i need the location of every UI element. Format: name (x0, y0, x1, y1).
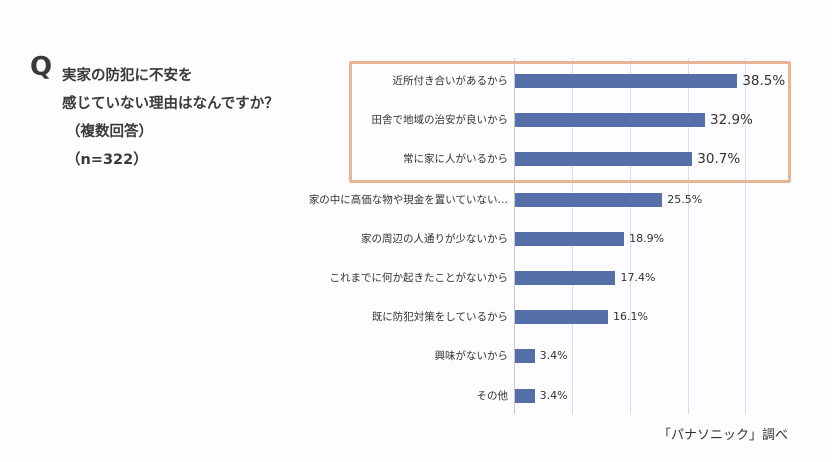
bar (515, 74, 738, 88)
source-note: 「パナソニック」調べ (658, 428, 789, 443)
category-label: 田舎で地域の治安が良いから (371, 114, 509, 126)
value-label: 32.9% (709, 112, 753, 128)
bar-row: これまでに何か起きたことがないから 17.4% (0, 268, 832, 288)
value-label: 17.4% (620, 271, 656, 284)
category-label: 家の周辺の人通りが少ないから (361, 233, 508, 245)
value-label: 3.4% (539, 389, 568, 402)
question-line-2: 感じていない理由はなんですか？ (62, 96, 279, 112)
bar (515, 113, 705, 127)
category-label: その他 (476, 390, 509, 402)
bar (515, 310, 608, 324)
question-note: （複数回答） (66, 124, 153, 140)
category-label: 既に防犯対策をしているから (371, 311, 508, 323)
bar (515, 349, 535, 363)
question-line-1: 実家の防犯に不安を (62, 68, 193, 84)
question-mark: Q (30, 52, 53, 82)
bar-row: その他 3.4% (0, 386, 832, 406)
gridline-20 (630, 58, 631, 414)
bar-row: 家の周辺の人通りが少ないから 18.9% (0, 229, 832, 249)
value-label: 30.7% (697, 151, 741, 167)
bar-row: 常に家に人がいるから 30.7% (0, 149, 832, 169)
bar-row: 既に防犯対策をしているから 16.1% (0, 307, 832, 327)
category-label: 常に家に人がいるから (403, 153, 508, 165)
category-label: これまでに何か起きたことがないから (329, 272, 509, 284)
category-label: 興味がないから (434, 350, 509, 362)
bar (515, 271, 616, 285)
y-axis (514, 58, 515, 414)
bar (515, 389, 535, 403)
bar-row: 家の中に高価な物や現金を置いていない… 25.5% (0, 190, 832, 210)
bar (515, 152, 693, 166)
bar (515, 193, 663, 207)
category-label: 家の中に高価な物や現金を置いていない… (308, 194, 508, 206)
bar-row: 田舎で地域の治安が良いから 32.9% (0, 110, 832, 130)
gridline-40 (745, 58, 746, 414)
bar-row: 近所付き合いがあるから 38.5% (0, 71, 832, 91)
category-label: 近所付き合いがあるから (392, 75, 509, 87)
sample-size: （n=322） (66, 152, 148, 168)
bar-row: 興味がないから 3.4% (0, 346, 832, 366)
gridline-30 (688, 58, 689, 414)
value-label: 25.5% (667, 193, 703, 206)
value-label: 38.5% (742, 73, 786, 89)
highlight-box (349, 61, 791, 183)
value-label: 18.9% (629, 232, 665, 245)
bar (515, 232, 625, 246)
value-label: 16.1% (612, 310, 648, 323)
value-label: 3.4% (539, 349, 568, 362)
